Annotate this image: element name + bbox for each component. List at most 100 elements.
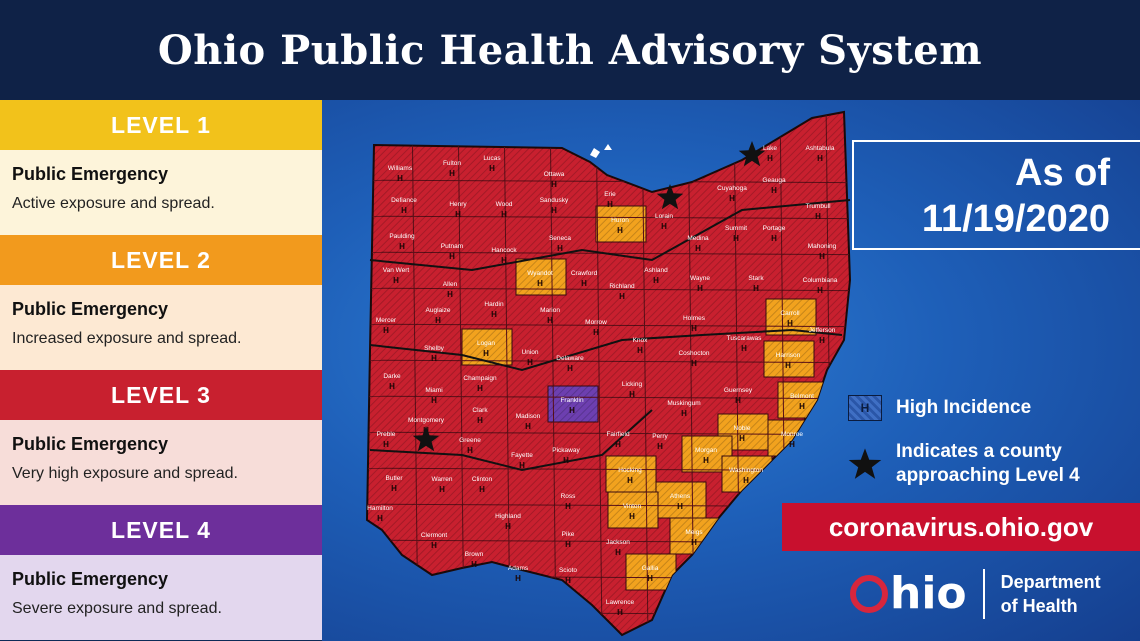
region-boundary	[369, 328, 843, 372]
county-wood: Wood H	[496, 201, 513, 219]
county-ottawa: Ottawa H	[544, 171, 565, 189]
county-miami: Miami H	[425, 387, 442, 405]
county-guernsey: Guernsey H	[724, 387, 753, 405]
ohio-o-icon	[850, 574, 888, 613]
county-name-label: Ashtabula	[806, 145, 835, 152]
county-greene: Greene H	[459, 437, 481, 455]
county-name-label: Wood	[496, 201, 513, 208]
high-incidence-marker: H	[447, 290, 453, 299]
county-name-label: Noble	[734, 425, 751, 432]
high-incidence-marker: H	[489, 164, 495, 173]
county-crawford: Crawford H	[571, 270, 598, 288]
level-1-description: Public Emergency Active exposure and spr…	[0, 150, 322, 235]
county-name-label: Highland	[495, 513, 521, 520]
county-name-label: Montgomery	[408, 417, 445, 424]
county-name-label: Washington	[729, 467, 763, 474]
county-geauga: Geauga H	[762, 177, 786, 195]
high-incidence-marker: H	[431, 541, 437, 550]
high-incidence-marker: H	[691, 359, 697, 368]
county-henry: Henry H	[449, 201, 467, 219]
county-name-label: Auglaize	[426, 307, 451, 314]
county-name-label: Logan	[477, 340, 495, 347]
high-incidence-marker: H	[637, 346, 643, 355]
high-incidence-marker: H	[771, 186, 777, 195]
high-incidence-marker: H	[483, 349, 489, 358]
county-name-label: Champaign	[463, 375, 497, 382]
county-name-label: Seneca	[549, 235, 571, 242]
county-defiance: Defiance H	[391, 197, 417, 215]
high-incidence-marker: H	[815, 212, 821, 221]
county-meigs: Meigs H	[685, 529, 703, 547]
ohio-wordmark-text: hio	[890, 568, 967, 619]
high-incidence-marker: H	[619, 292, 625, 301]
county-name-label: Fayette	[511, 452, 533, 459]
high-incidence-marker: H	[557, 244, 563, 253]
level-3-description: Public Emergency Very high exposure and …	[0, 420, 322, 505]
county-ross: Ross H	[561, 493, 577, 511]
county-name-label: Greene	[459, 437, 481, 444]
county-name-label: Clark	[472, 407, 488, 414]
county-name-label: Trumbull	[805, 203, 831, 210]
county-name-label: Licking	[622, 381, 643, 388]
county-name-label: Jackson	[606, 539, 630, 546]
county-name-label: Mahoning	[808, 243, 837, 250]
ohio-county-map: WilliamsHFultonHLucasHOttawaHErieHLakeHA…	[365, 110, 852, 637]
county-name-label: Hardin	[484, 301, 504, 308]
county-name-label: Henry	[449, 201, 467, 208]
star-icon-lorain	[656, 184, 684, 210]
county-name-label: Crawford	[571, 270, 598, 277]
high-incidence-marker: H	[695, 244, 701, 253]
county-name-label: Darke	[383, 373, 401, 380]
county-athens: Athens H	[670, 493, 691, 511]
high-incidence-marker: H	[501, 256, 507, 265]
county-ashtabula: Ashtabula H	[806, 145, 835, 163]
ohio-state-outline	[365, 110, 852, 637]
website-url[interactable]: coronavirus.ohio.gov	[782, 503, 1140, 551]
county-harrison: Harrison H	[776, 352, 801, 370]
high-incidence-marker: H	[397, 174, 403, 183]
county-name-label: Lake	[763, 145, 777, 152]
county-name-label: Miami	[425, 387, 442, 394]
level-2-text: Increased exposure and spread.	[12, 330, 242, 347]
high-incidence-label: High Incidence	[896, 397, 1032, 418]
county-adams: Adams H	[508, 565, 529, 583]
county-erie: Erie H	[604, 191, 616, 209]
hatch-swatch-icon: H	[848, 395, 882, 421]
county-name-label: Franklin	[560, 397, 584, 404]
high-incidence-marker: H	[629, 390, 635, 399]
high-incidence-key: H High Incidence	[848, 395, 1031, 421]
county-tuscarawas: Tuscarawas H	[727, 335, 763, 353]
county-name-label: Shelby	[424, 345, 445, 352]
county-vinton: Vinton H	[623, 503, 642, 521]
county-clermont: Clermont H	[421, 532, 448, 550]
county-name-label: Hancock	[491, 247, 517, 254]
high-incidence-marker: H	[563, 456, 569, 465]
county-name-label: Paulding	[389, 233, 415, 240]
high-incidence-marker: H	[653, 276, 659, 285]
county-columbiana: Columbiana H	[803, 277, 838, 295]
dept-line-2: of Health	[1000, 595, 1078, 616]
county-darke: Darke H	[383, 373, 401, 391]
county-wyandot: Wyandot H	[527, 270, 553, 288]
county-summit: Summit H	[725, 225, 747, 243]
high-incidence-marker: H	[677, 502, 683, 511]
county-trumbull: Trumbull H	[805, 203, 831, 221]
high-incidence-marker: H	[735, 396, 741, 405]
county-lorain: Lorain H	[655, 213, 673, 231]
county-mahoning: Mahoning H	[808, 243, 837, 261]
high-incidence-marker: H	[455, 210, 461, 219]
county-warren: Warren H	[431, 476, 452, 494]
county-name-label: Clermont	[421, 532, 448, 539]
county-name-label: Pickaway	[552, 447, 580, 454]
county-jefferson: Jefferson H	[809, 327, 836, 345]
high-incidence-marker: H	[515, 574, 521, 583]
county-fulton: Fulton H	[443, 160, 461, 178]
county-butler: Butler H	[386, 475, 404, 493]
county-name-label: Cuyahoga	[717, 185, 747, 192]
high-incidence-marker: H	[525, 422, 531, 431]
county-madison: Madison H	[516, 413, 541, 431]
high-incidence-marker: H	[565, 576, 571, 585]
high-incidence-marker: H	[771, 234, 777, 243]
county-morgan: Morgan H	[695, 447, 717, 465]
county-shelby: Shelby H	[424, 345, 445, 363]
